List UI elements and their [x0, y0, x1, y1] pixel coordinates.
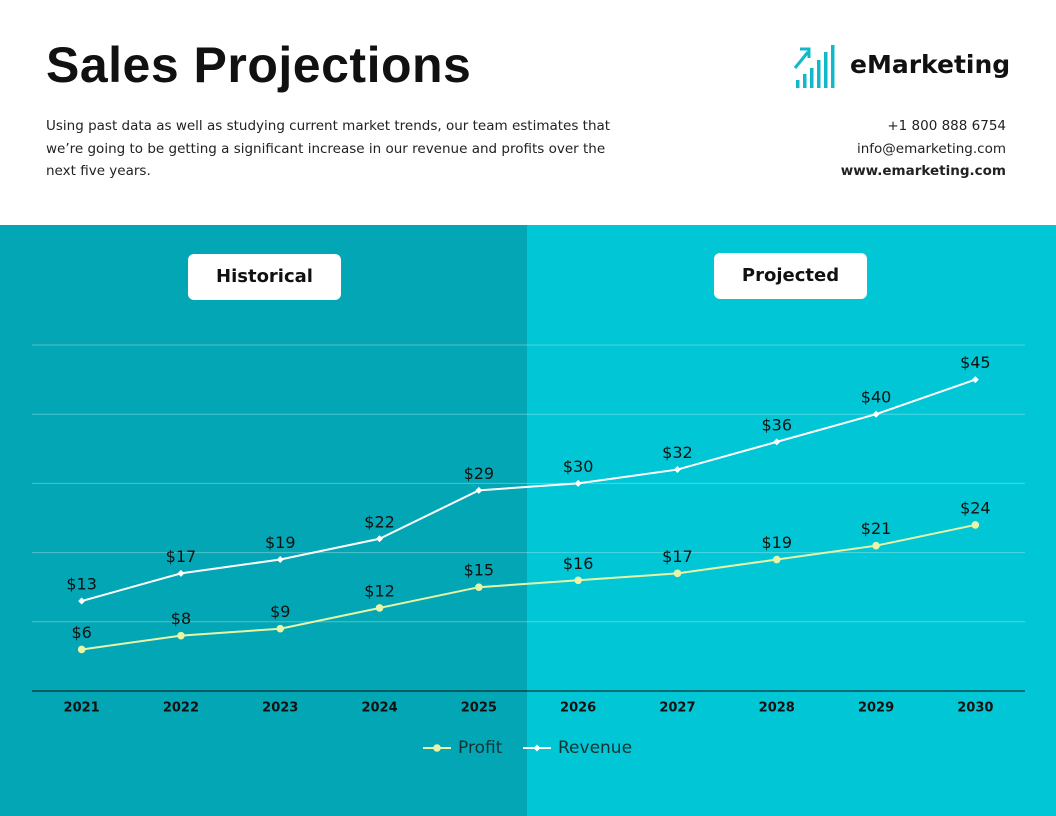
brand-name: eMarketing	[850, 50, 1011, 79]
header: Sales Projections Using past data as wel…	[0, 0, 1056, 225]
description: Using past data as well as studying curr…	[46, 118, 611, 179]
data-label: $29	[464, 464, 495, 483]
data-label: $32	[662, 443, 693, 462]
email: info@emarketing.com	[856, 140, 1006, 157]
x-tick-label: 2021	[64, 701, 100, 716]
data-label: $17	[166, 547, 197, 566]
data-point	[971, 376, 979, 384]
x-tick-label: 2030	[957, 701, 993, 716]
x-tick-label: 2028	[759, 701, 795, 716]
website: www.emarketing.com	[840, 163, 1006, 179]
data-point	[475, 583, 483, 591]
data-label: $6	[71, 623, 91, 642]
legend-marker	[433, 744, 441, 752]
legend-label: Revenue	[558, 738, 632, 758]
x-tick-label: 2025	[461, 701, 497, 716]
data-label: $24	[960, 498, 991, 517]
data-point	[375, 604, 384, 612]
data-label: $22	[364, 512, 395, 531]
series-line	[81, 378, 976, 603]
data-label: $16	[563, 554, 594, 573]
data-label: $19	[761, 533, 792, 552]
legend-label: Profit	[458, 738, 503, 758]
x-tick-label: 2027	[659, 701, 695, 716]
data-label: $30	[563, 457, 594, 476]
data-point	[376, 535, 384, 543]
chart: Historical Projected 2021 2022 2023 2024 202…	[0, 225, 1056, 816]
x-tick-label: 2022	[163, 701, 199, 716]
contact: +1 800 888 6754 info@emarketing.com www.…	[841, 115, 1006, 183]
annotation-box	[714, 253, 867, 299]
data-point	[872, 541, 880, 550]
data-point	[872, 410, 880, 418]
logo-icon	[793, 45, 835, 88]
historical-panel	[0, 225, 527, 816]
data-label: $15	[464, 561, 495, 580]
x-tick-label: 2029	[858, 701, 894, 716]
legend-marker	[533, 744, 541, 752]
data-point	[276, 556, 284, 564]
data-point	[276, 624, 285, 633]
data-point	[772, 555, 781, 564]
data-label: $12	[364, 581, 395, 600]
data-label: $13	[66, 575, 97, 594]
data-label: $40	[861, 388, 892, 407]
x-tick-label: 2024	[361, 701, 397, 716]
data-label: $36	[761, 415, 792, 434]
data-point	[177, 569, 185, 577]
phone: +1 800 888 6754	[887, 118, 1006, 134]
x-tick-label: 2026	[560, 701, 596, 716]
annotation: Projected	[742, 265, 839, 286]
data-label: $21	[861, 519, 892, 538]
data-point	[177, 631, 185, 640]
data-label: $9	[270, 602, 290, 621]
data-point	[475, 486, 483, 494]
data-point	[773, 438, 781, 446]
data-label: $45	[960, 353, 991, 372]
annotation-box	[188, 254, 341, 300]
data-label: $19	[265, 533, 296, 552]
data-label: $8	[171, 609, 191, 628]
data-point	[673, 569, 682, 578]
data-point	[78, 597, 86, 605]
page-title: Sales Projections	[46, 37, 472, 93]
data-point	[77, 645, 86, 654]
brand: eMarketing	[792, 44, 1012, 92]
series-line	[81, 523, 976, 651]
x-tick-label: 2023	[262, 701, 298, 716]
data-point	[574, 576, 582, 585]
data-point	[574, 479, 582, 487]
projected-panel	[527, 225, 1056, 816]
data-point	[971, 521, 980, 529]
annotation: Historical	[216, 266, 313, 287]
data-point	[673, 466, 681, 474]
data-label: $17	[662, 547, 693, 566]
